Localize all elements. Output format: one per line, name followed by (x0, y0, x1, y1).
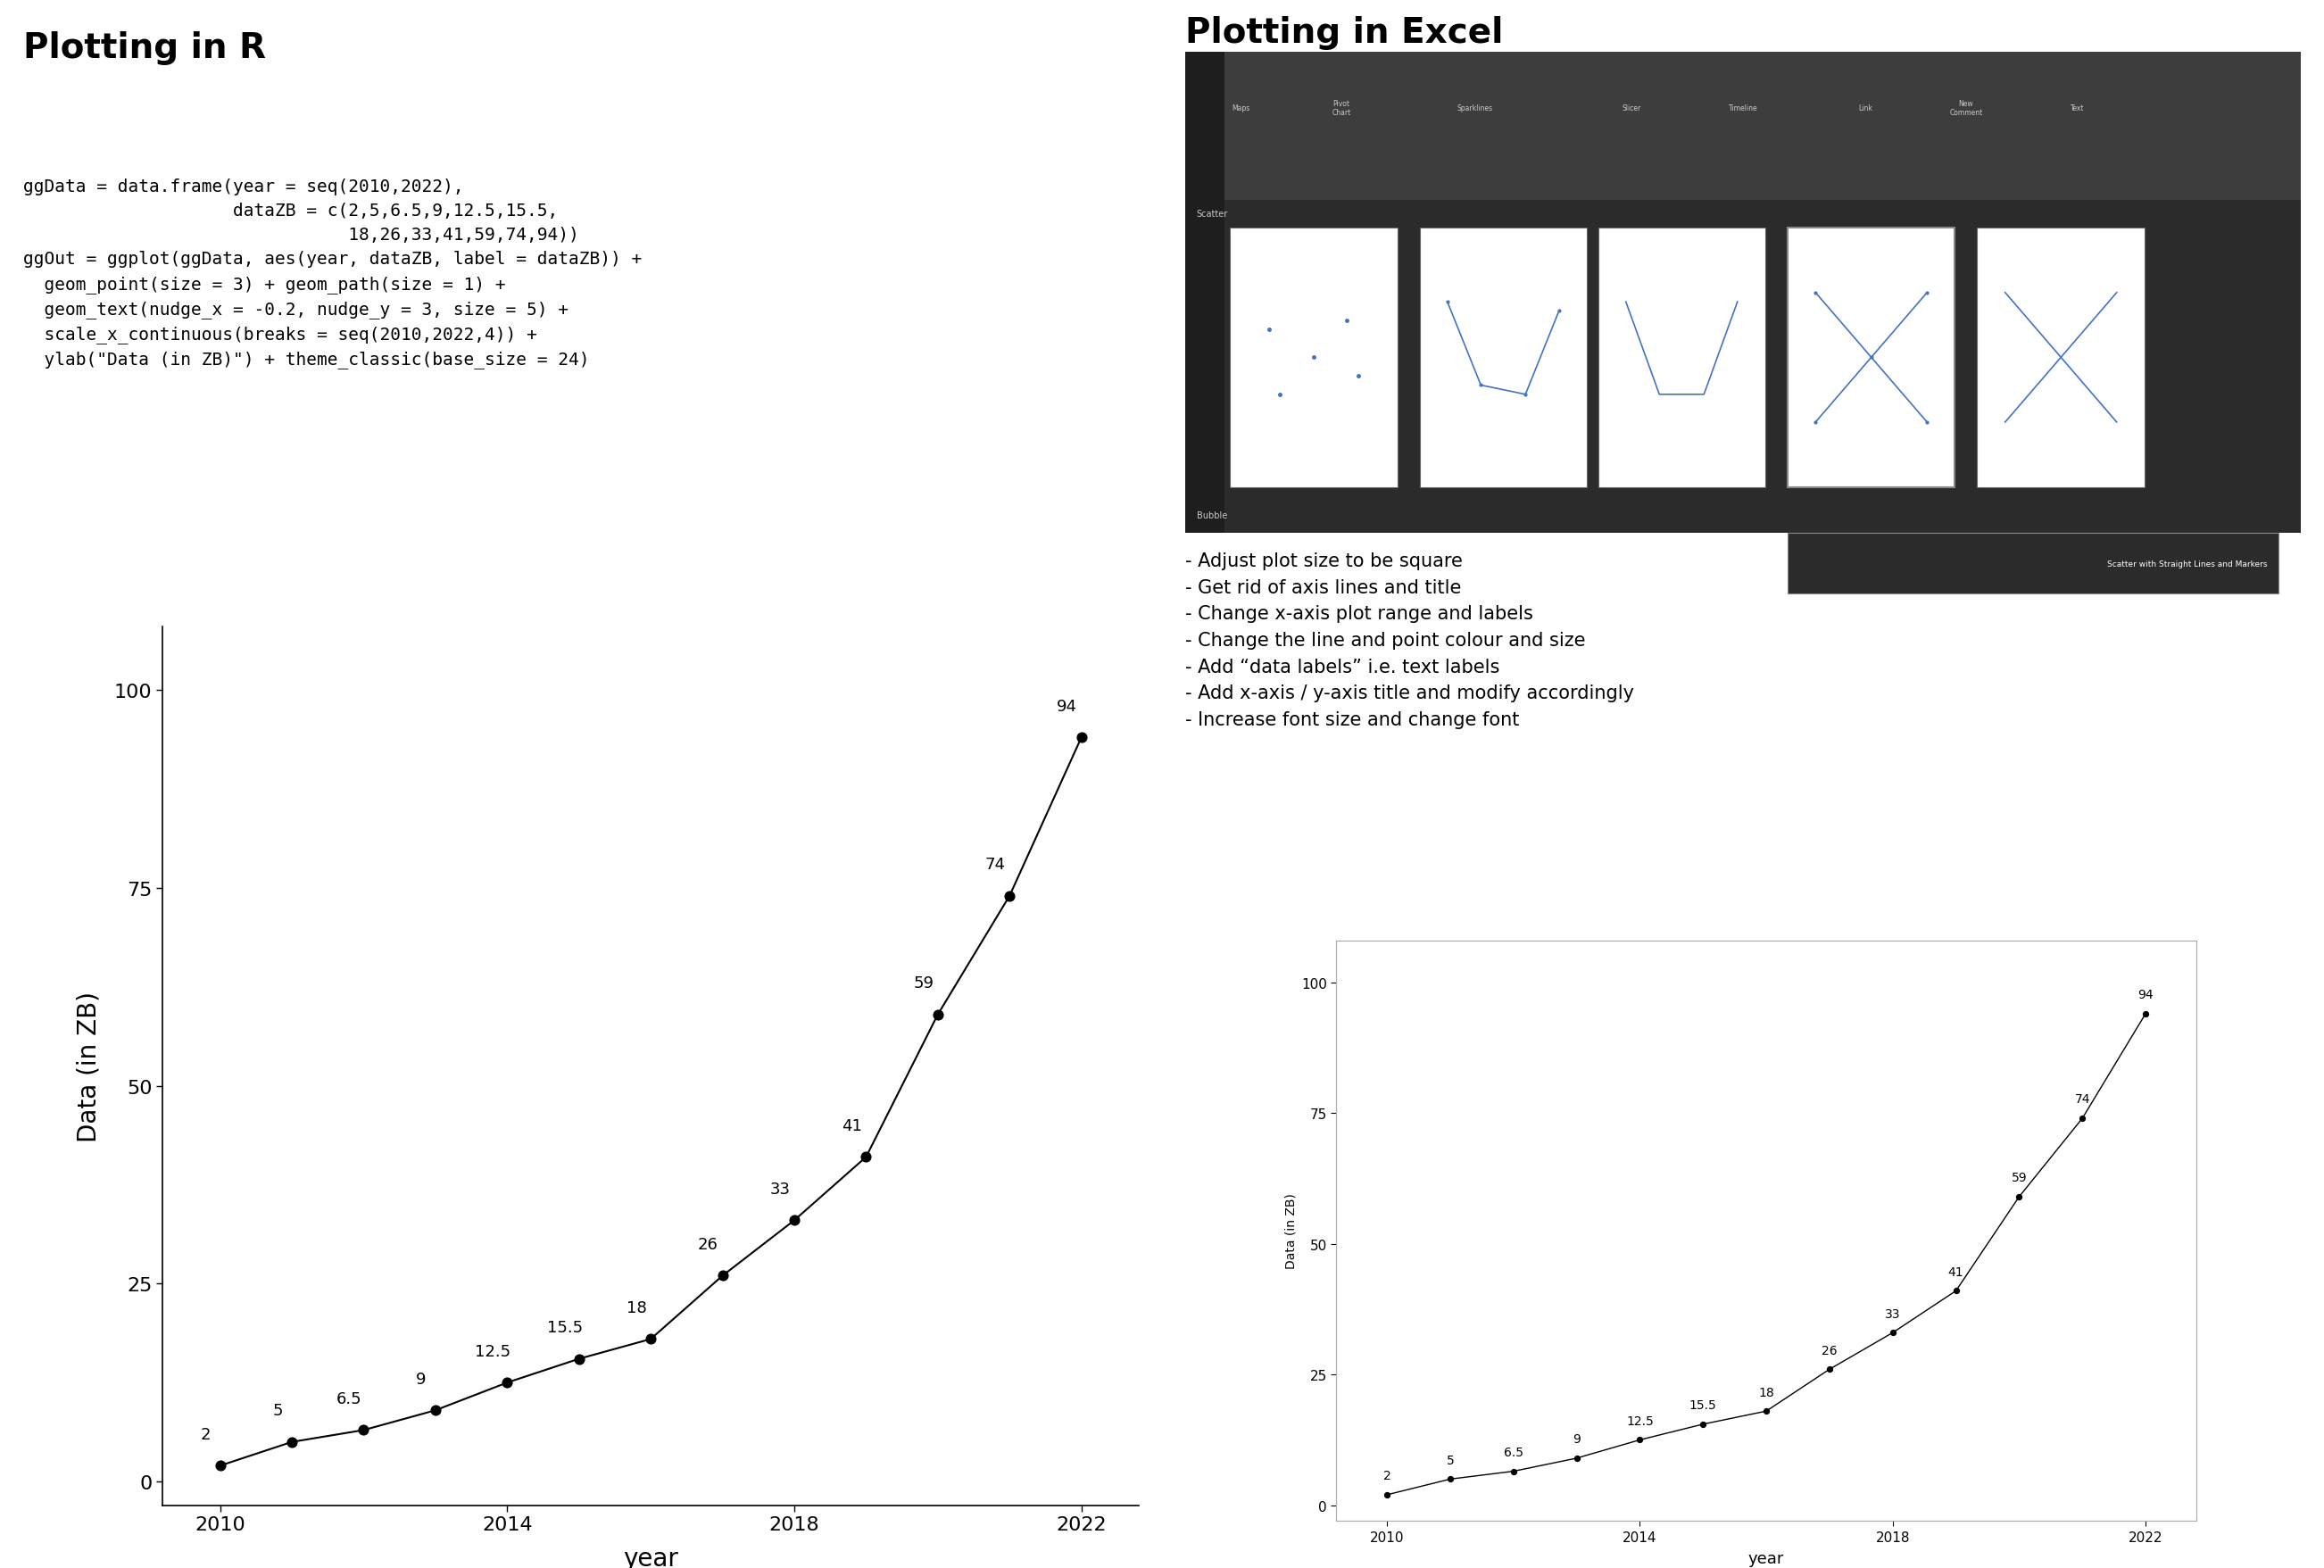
X-axis label: year: year (1748, 1549, 1785, 1566)
Text: 33: 33 (769, 1181, 790, 1196)
Text: Plotting in R: Plotting in R (23, 31, 265, 66)
Text: New
Comment: New Comment (1950, 99, 1982, 118)
Text: 26: 26 (1822, 1344, 1838, 1356)
Text: Slicer: Slicer (1622, 103, 1641, 113)
Text: 15.5: 15.5 (1690, 1399, 1717, 1411)
Text: 18: 18 (1759, 1386, 1773, 1399)
Point (1748, 1399, 1785, 1424)
Text: 74: 74 (2075, 1093, 2089, 1105)
Point (560, 1347, 597, 1372)
Point (990, 884, 1027, 909)
Text: Sparklines: Sparklines (1457, 103, 1494, 113)
Point (1432, 1466, 1469, 1491)
Text: Scatter: Scatter (1197, 210, 1227, 220)
Point (920, 1002, 957, 1027)
Point (2064, 1105, 2101, 1131)
Text: 94: 94 (1057, 698, 1078, 713)
Text: Pivot
Chart: Pivot Chart (1332, 99, 1350, 118)
Point (632, 1327, 669, 1352)
Point (848, 1145, 885, 1170)
Text: 12.5: 12.5 (474, 1342, 511, 1359)
Point (1810, 1356, 1848, 1381)
Point (416, 1397, 453, 1422)
Text: ggData = data.frame(year = seq(2010,2022),
                    dataZB = c(2,5,6.: ggData = data.frame(year = seq(2010,2022… (23, 179, 641, 368)
Text: Text: Text (2071, 103, 2085, 113)
Bar (1787, 533, 2278, 594)
Point (274, 1430, 311, 1455)
Text: 15.5: 15.5 (546, 1319, 583, 1336)
Text: 5: 5 (272, 1402, 284, 1419)
Text: 41: 41 (841, 1118, 862, 1134)
Text: 6.5: 6.5 (1504, 1446, 1522, 1458)
Bar (1185, 53, 1225, 533)
Text: 2: 2 (200, 1425, 211, 1443)
Text: 41: 41 (1948, 1265, 1964, 1278)
Text: 12.5: 12.5 (1627, 1414, 1652, 1427)
Point (1494, 1458, 1532, 1483)
Text: 5: 5 (1446, 1454, 1455, 1466)
Point (776, 1207, 813, 1232)
Text: 59: 59 (2010, 1171, 2027, 1184)
Text: 2: 2 (1383, 1469, 1390, 1482)
Point (1622, 1427, 1659, 1452)
Point (488, 1370, 525, 1396)
Point (1557, 1446, 1594, 1471)
X-axis label: year: year (623, 1546, 679, 1568)
Text: 74: 74 (985, 856, 1006, 872)
Point (2001, 1184, 2038, 1209)
Text: - Adjust plot size to be square
- Get rid of axis lines and title
- Change x-axi: - Adjust plot size to be square - Get ri… (1185, 552, 1634, 729)
Point (1369, 1482, 1406, 1507)
Text: 9: 9 (1573, 1433, 1580, 1446)
Text: 26: 26 (697, 1236, 718, 1253)
Text: 94: 94 (2138, 988, 2154, 1000)
Point (704, 1264, 741, 1289)
Y-axis label: Data (in ZB): Data (in ZB) (1285, 1193, 1297, 1269)
Text: 33: 33 (1885, 1308, 1901, 1320)
Text: Link: Link (1859, 103, 1873, 113)
Point (1873, 1320, 1910, 1345)
Text: 59: 59 (913, 975, 934, 991)
Point (1062, 726, 1099, 751)
Text: 9: 9 (416, 1370, 425, 1386)
Text: Scatter with Straight Lines and Markers: Scatter with Straight Lines and Markers (2108, 560, 2268, 568)
Point (344, 1417, 381, 1443)
Y-axis label: Data (in ZB): Data (in ZB) (77, 991, 102, 1142)
Point (1938, 1278, 1975, 1303)
Point (2126, 1002, 2164, 1027)
Text: Bubble: Bubble (1197, 511, 1227, 521)
Text: 18: 18 (625, 1300, 646, 1316)
Point (202, 1454, 239, 1479)
Text: Plotting in Excel: Plotting in Excel (1185, 16, 1504, 50)
Text: Maps: Maps (1232, 103, 1250, 113)
Point (1685, 1411, 1722, 1436)
Text: 6.5: 6.5 (337, 1391, 363, 1406)
Text: Timeline: Timeline (1729, 103, 1757, 113)
